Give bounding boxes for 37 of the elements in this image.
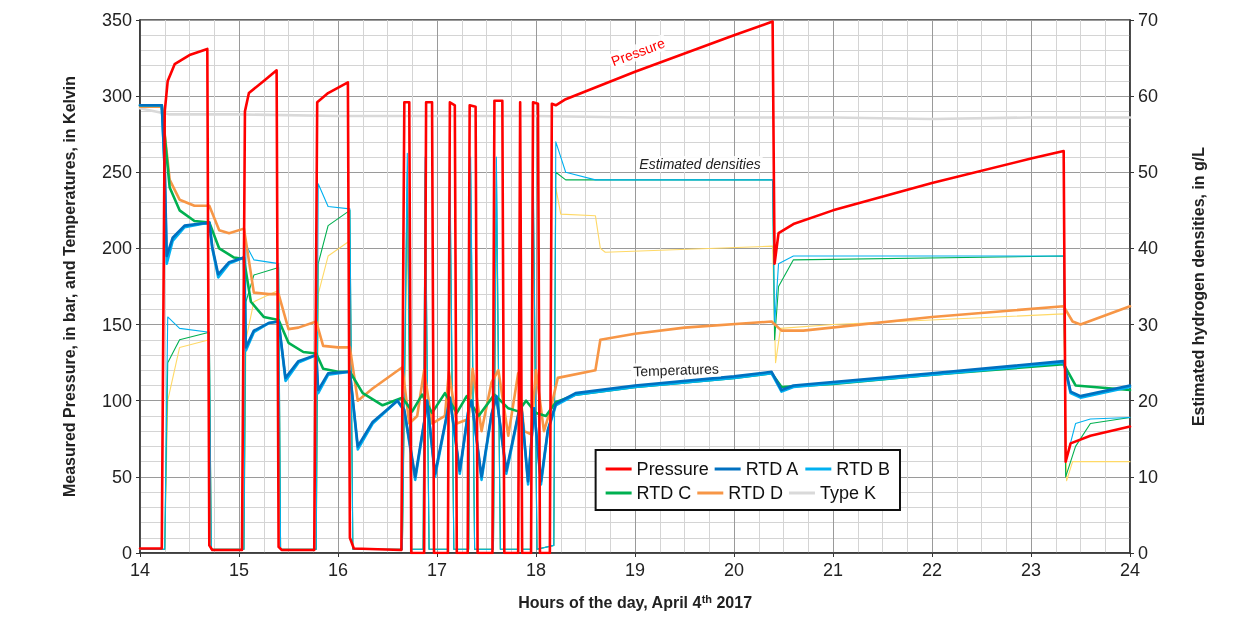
y2-tick-label: 40 <box>1138 238 1159 259</box>
annotation: Estimated densities <box>639 156 761 172</box>
x-tick-label: 22 <box>921 560 943 580</box>
x-tick-label: 19 <box>624 560 646 580</box>
y2-tick-label: 50 <box>1138 162 1159 183</box>
y2-tick-label: 60 <box>1138 86 1159 107</box>
x-tick-label: 21 <box>822 560 844 580</box>
x-tick-label: 16 <box>327 560 349 580</box>
y-tick-label: 300 <box>101 86 132 107</box>
x-tick-label: 18 <box>525 560 547 580</box>
y2-tick-label: 20 <box>1138 390 1159 411</box>
x-tick-label: 17 <box>426 560 448 580</box>
y2-tick-label: 10 <box>1138 466 1159 487</box>
y2-axis-title: Estimated hydrogen densities, in g/L <box>1189 146 1207 427</box>
legend-label: Type K <box>819 483 876 503</box>
x-tick-label: 15 <box>228 560 250 580</box>
legend-label: RTD B <box>836 459 891 479</box>
y-tick-label: 250 <box>101 162 132 183</box>
legend-label: RTD D <box>728 483 783 503</box>
annotation: Temperatures <box>633 360 720 380</box>
x-tick-label: 23 <box>1020 560 1042 580</box>
x-tick-label: 14 <box>129 560 151 580</box>
legend-label: RTD C <box>636 483 692 503</box>
legend-label: RTD A <box>745 459 799 479</box>
x-tick-label: 24 <box>1119 560 1141 580</box>
y-tick-label: 50 <box>111 466 132 487</box>
x-tick-label: 20 <box>723 560 745 580</box>
y-tick-label: 200 <box>101 238 132 259</box>
y2-tick-label: 30 <box>1138 314 1159 335</box>
y-tick-label: 350 <box>101 10 132 30</box>
y2-tick-label: 70 <box>1138 10 1159 30</box>
y-tick-label: 0 <box>121 543 132 563</box>
y-tick-label: 100 <box>101 390 132 411</box>
y-tick-label: 150 <box>101 314 132 335</box>
y-axis-title: Measured Pressure, in bar, and Temperatures, in Kelvin <box>60 75 78 498</box>
y2-tick-label: 0 <box>1138 543 1149 563</box>
legend-label: Pressure <box>636 459 709 479</box>
